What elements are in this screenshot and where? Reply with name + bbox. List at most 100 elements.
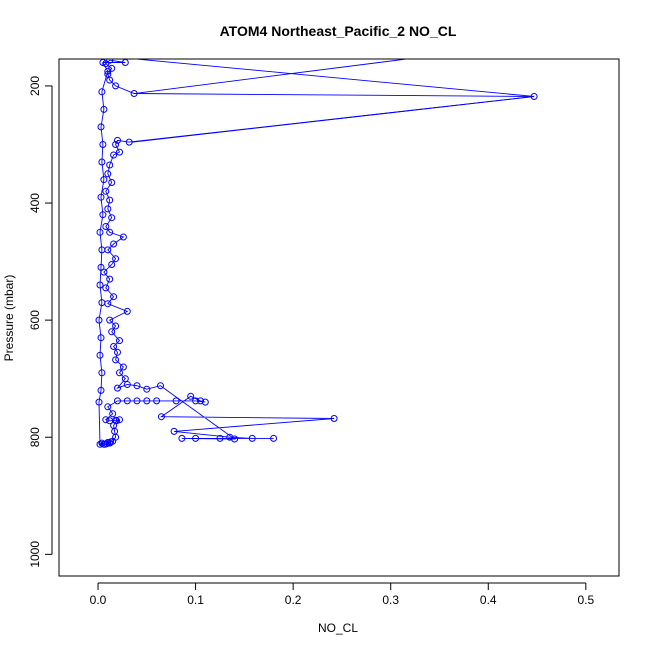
data-point <box>197 397 204 405</box>
x-tick-label: 0.1 <box>187 593 204 607</box>
data-point <box>97 263 105 271</box>
data-point <box>123 397 131 405</box>
x-tick-label: 0.2 <box>285 593 302 607</box>
data-point <box>108 261 116 268</box>
data-point <box>119 363 127 371</box>
data-point <box>106 196 114 204</box>
data-point <box>108 179 116 186</box>
x-axis-label: NO_CL <box>318 621 358 635</box>
data-point <box>178 434 186 442</box>
data-point <box>100 440 108 448</box>
data-point <box>100 176 108 184</box>
series-layer <box>95 59 538 448</box>
data-point <box>102 187 110 195</box>
data-point <box>192 434 200 442</box>
data-point <box>133 397 141 405</box>
data-point <box>96 281 104 289</box>
data-point <box>100 105 108 113</box>
data-point <box>121 59 129 66</box>
data-point <box>96 351 104 359</box>
data-point <box>98 158 106 166</box>
data-point <box>106 316 114 324</box>
data-point <box>99 211 107 219</box>
data-point <box>97 386 105 394</box>
data-point <box>187 392 195 400</box>
data-point <box>119 233 127 241</box>
data-point <box>226 433 234 441</box>
data-point <box>201 398 209 406</box>
data-point <box>112 82 120 90</box>
y-tick-label: 600 <box>28 310 42 330</box>
data-point <box>95 316 103 324</box>
data-point <box>114 348 121 356</box>
data-point <box>106 275 114 283</box>
data-point <box>143 385 151 393</box>
data-point <box>104 70 112 78</box>
x-tick-label: 0.3 <box>382 593 399 607</box>
data-point <box>116 337 123 345</box>
data-point <box>170 427 178 435</box>
data-point <box>330 415 338 422</box>
data-point <box>104 67 112 75</box>
data-point <box>96 228 104 236</box>
data-point <box>157 413 165 421</box>
y-axis: 200 400 600 800 1000 <box>28 76 53 568</box>
data-point <box>121 375 129 383</box>
data-point <box>103 440 111 448</box>
x-tick-label: 0.0 <box>90 593 107 607</box>
data-point <box>114 384 121 392</box>
data-point <box>102 284 110 292</box>
data-point <box>112 322 120 330</box>
data-point <box>97 123 105 131</box>
y-axis-label: Pressure (mbar) <box>2 275 16 362</box>
data-point <box>133 382 141 390</box>
x-tick-label: 0.5 <box>577 593 594 607</box>
y-tick-label: 200 <box>28 76 42 96</box>
data-point <box>97 193 105 201</box>
data-point <box>108 328 116 336</box>
data-point <box>116 416 123 424</box>
data-point <box>98 369 106 377</box>
data-point <box>110 343 118 350</box>
series-line <box>98 59 535 446</box>
data-point <box>112 141 120 148</box>
data-point <box>98 299 106 307</box>
data-point <box>123 307 131 315</box>
data-point <box>110 151 118 159</box>
y-tick-label: 1000 <box>28 541 42 568</box>
y-tick-label: 400 <box>28 193 42 213</box>
data-point <box>110 240 118 248</box>
data-point <box>98 246 106 254</box>
data-point <box>112 356 120 364</box>
data-point <box>109 410 117 418</box>
data-point <box>116 369 123 377</box>
data-point <box>102 416 110 424</box>
data-point <box>157 382 164 390</box>
data-point <box>106 59 114 64</box>
x-axis: 0.0 0.1 0.2 0.3 0.4 0.5 <box>90 582 594 607</box>
data-point <box>231 435 239 443</box>
data-point <box>114 397 121 405</box>
series-segment <box>131 59 535 97</box>
data-point <box>172 397 180 405</box>
data-point <box>99 59 107 66</box>
data-point <box>95 398 103 406</box>
data-point <box>248 434 256 442</box>
data-point <box>110 293 118 301</box>
data-point <box>98 88 106 96</box>
data-point <box>108 214 116 222</box>
series-segment <box>134 59 411 94</box>
data-point <box>216 434 224 442</box>
data-point <box>106 417 114 425</box>
data-point <box>116 148 123 156</box>
data-point <box>114 136 121 144</box>
data-point <box>104 403 112 411</box>
y-tick-label: 800 <box>28 427 42 447</box>
data-point <box>97 334 105 342</box>
data-point <box>112 255 120 263</box>
series-segment <box>132 96 535 143</box>
data-point <box>96 440 104 448</box>
data-point <box>104 170 112 178</box>
data-point <box>102 223 110 230</box>
